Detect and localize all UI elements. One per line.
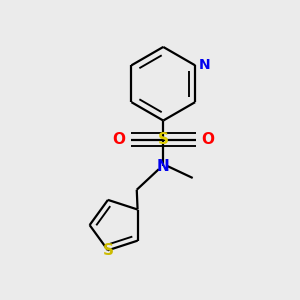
Text: O: O [201, 132, 214, 147]
Text: N: N [157, 159, 169, 174]
Text: S: S [102, 243, 113, 258]
Text: O: O [112, 132, 126, 147]
Text: N: N [199, 58, 210, 72]
Text: S: S [158, 132, 169, 147]
